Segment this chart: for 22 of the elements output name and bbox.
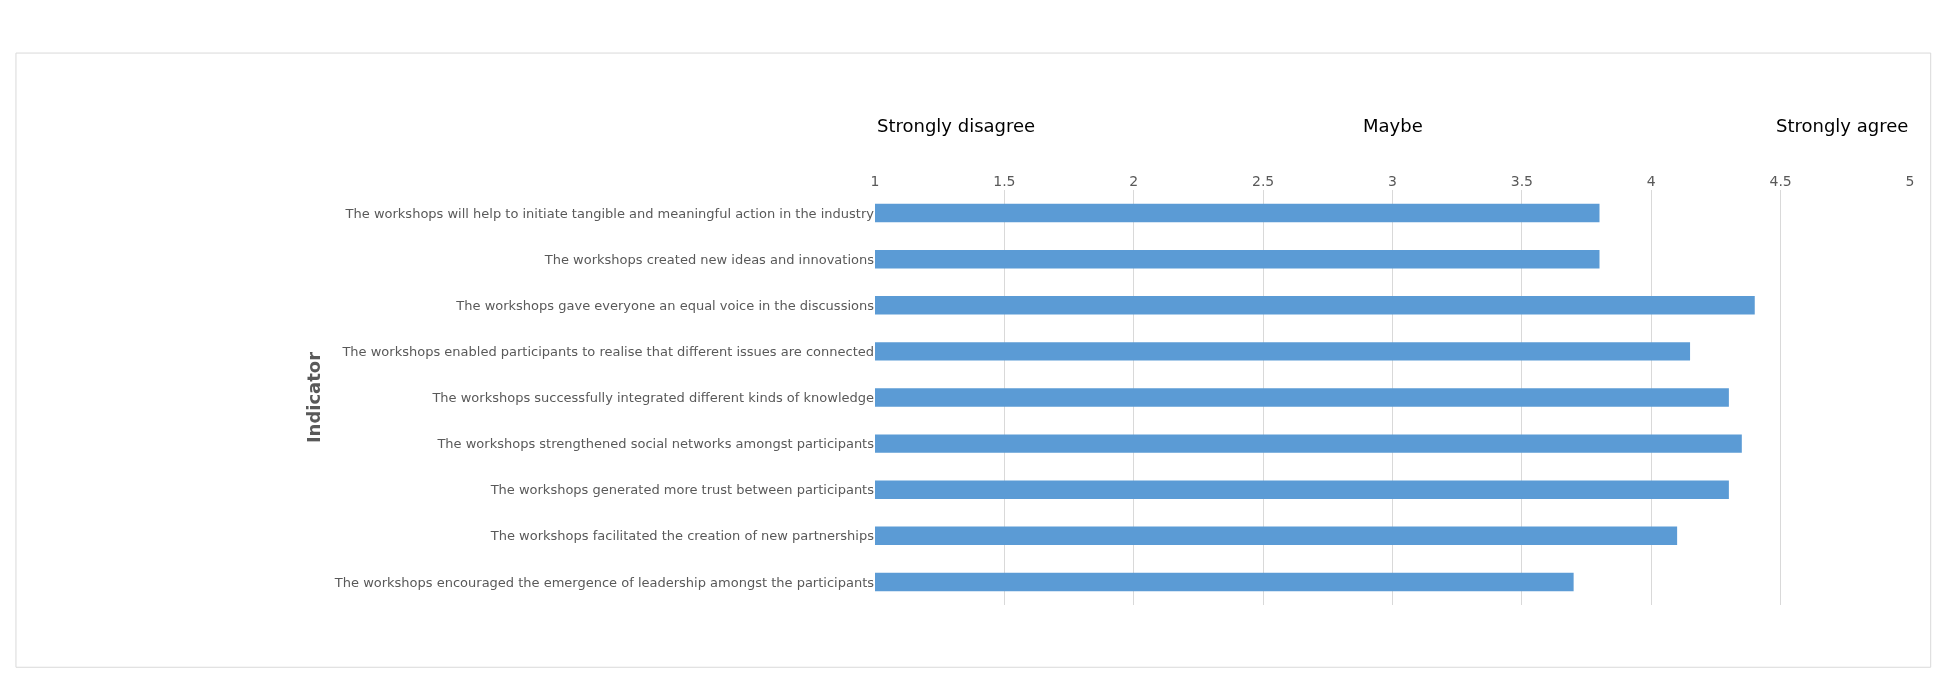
x-tick-label: 4.5 xyxy=(1769,173,1792,190)
x-tick-label: 2 xyxy=(1129,173,1139,190)
x-tick-label: 2.5 xyxy=(1252,173,1275,190)
y-tick-label: The workshops created new ideas and innovations xyxy=(543,251,875,267)
y-tick-label: The workshops gave everyone an equal voice in the discussions xyxy=(455,297,875,313)
y-tick-label: The workshops facilitated the creation of new partnerships xyxy=(489,528,875,544)
y-tick-label: The workshops strengthened social networks amongst participants xyxy=(436,436,875,452)
y-tick-label: The workshops will help to initiate tangible and meaningful action in the industry xyxy=(344,205,875,221)
y-tick-label: The workshops encouraged the emergence of leadership amongst the participants xyxy=(333,574,875,590)
x-tick-label: 1 xyxy=(870,173,880,190)
text: Strongly disagree xyxy=(877,115,1036,136)
x-tick-label: 1.5 xyxy=(993,173,1016,190)
y-tick-label: The workshops successfully integrated different kinds of knowledge xyxy=(431,390,874,406)
x-tick-label: 3.5 xyxy=(1510,173,1534,190)
x-tick-label: 3 xyxy=(1388,173,1397,190)
text: Maybe xyxy=(1363,115,1423,136)
x-tick-label: 4 xyxy=(1646,173,1656,190)
y-axis-title: Indicator xyxy=(303,351,325,444)
y-tick-label: The workshops generated more trust between participants xyxy=(489,482,875,498)
y-tick-label: The workshops enabled participants to realise that different issues are connected xyxy=(341,343,874,359)
x-tick-label: 5 xyxy=(1905,173,1915,190)
text: Strongly agree xyxy=(1776,115,1909,136)
